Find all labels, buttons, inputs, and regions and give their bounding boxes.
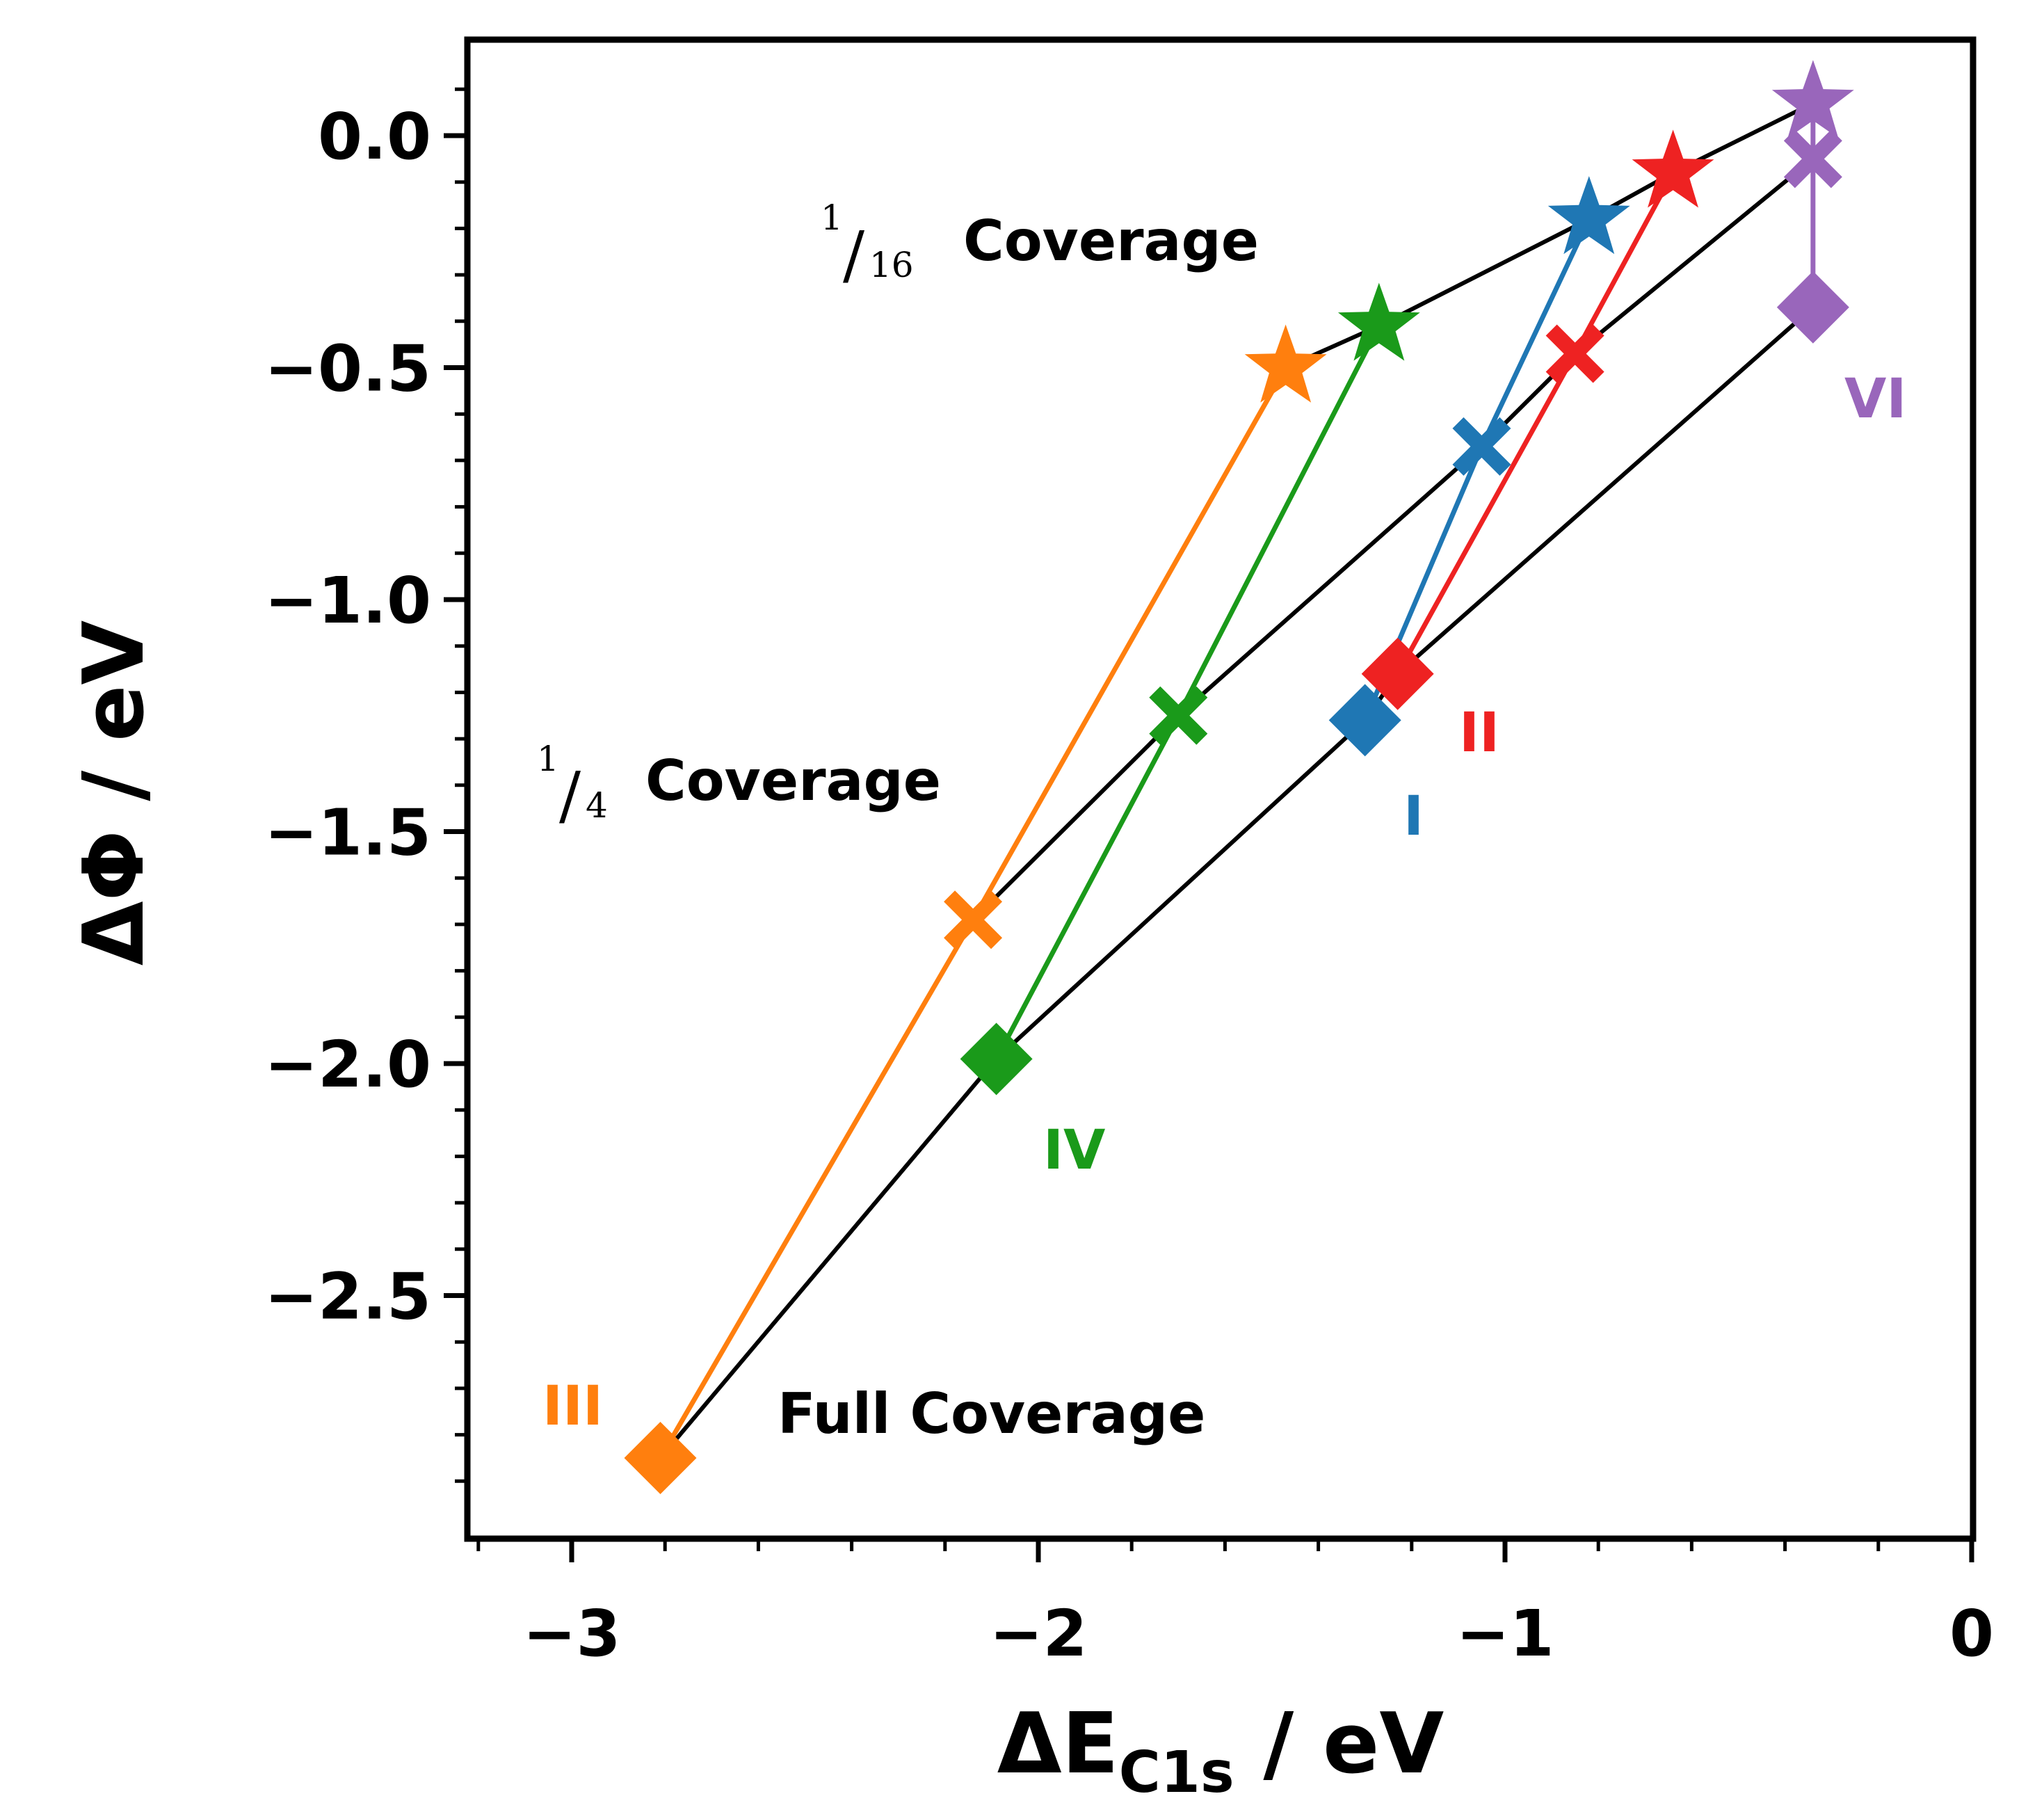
x-marker	[1149, 686, 1208, 745]
coverage-4-text: Coverage	[645, 748, 941, 813]
y-tick-label: −1.5	[264, 796, 431, 870]
y-axis-title: ΔΦ / eV	[66, 620, 163, 966]
coverage-4-denominator: 4	[586, 785, 608, 826]
coverage-16-denominator: 16	[869, 245, 914, 285]
data-markers	[624, 60, 1854, 1494]
x-axis-title-subscript: C1s	[1119, 1740, 1234, 1806]
coverage-16-label: 1 / 16 Coverage	[821, 198, 1259, 292]
coverage-4-label: 1 / 4 Coverage	[537, 739, 941, 833]
star-marker	[1244, 324, 1327, 403]
x-marker	[1783, 129, 1842, 189]
star-marker	[1337, 282, 1420, 361]
y-tick-label: −0.5	[264, 332, 431, 406]
star-marker	[1547, 176, 1630, 255]
star-marker	[1771, 60, 1854, 138]
diamond-marker	[1328, 684, 1401, 757]
axis-ticks	[444, 87, 1974, 1562]
x-tick-label: −3	[522, 1596, 620, 1671]
x-tick-label: 0	[1949, 1596, 1994, 1671]
series-label-II: II	[1459, 702, 1499, 764]
plot-frame	[464, 36, 1977, 1542]
x-tick-label: −2	[989, 1596, 1087, 1671]
x-marker	[1452, 417, 1511, 476]
y-tick-label: −2.5	[264, 1260, 431, 1334]
y-tick-label: −1.0	[264, 563, 431, 638]
coverage-16-numerator: 1	[821, 198, 843, 238]
full-coverage-label: Full Coverage	[778, 1381, 1205, 1446]
x-marker	[1545, 324, 1604, 383]
star-marker	[1632, 129, 1714, 208]
x-axis-title-main: ΔE	[997, 1696, 1119, 1793]
x-axis-title-unit: / eV	[1234, 1696, 1445, 1793]
y-tick-label: −2.0	[264, 1027, 431, 1102]
y-tick-label: 0.0	[318, 99, 431, 174]
diamond-marker	[1361, 637, 1434, 710]
series-line-IV	[994, 324, 1381, 1060]
coverage-4-slash: /	[559, 758, 581, 833]
diamond-marker	[960, 1023, 1033, 1096]
series-label-VI: VI	[1844, 368, 1906, 431]
x-axis-title: ΔEC1s / eV	[997, 1696, 1445, 1806]
diamond-marker	[624, 1421, 697, 1494]
coverage-line	[659, 305, 1814, 1459]
series-label-IV: IV	[1043, 1119, 1105, 1182]
coverage-16-slash: /	[843, 218, 864, 292]
coverage-16-text: Coverage	[963, 209, 1259, 273]
coverage-4-numerator: 1	[537, 739, 559, 779]
series-label-III: III	[542, 1375, 603, 1438]
series-label-I: I	[1403, 785, 1424, 848]
diamond-marker	[1776, 271, 1849, 344]
tick-labels: 0.0 −0.5 −1.0 −1.5 −2.0 −2.5 −3 −2 −1 0	[264, 99, 1994, 1671]
x-marker	[944, 890, 1003, 949]
x-tick-label: −1	[1456, 1596, 1554, 1671]
